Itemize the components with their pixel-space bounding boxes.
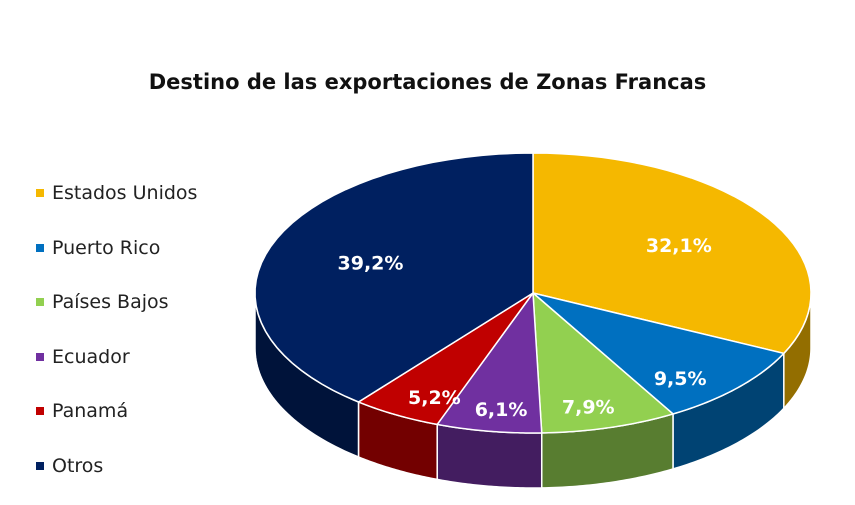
slice-puerto-rico — [532, 292, 786, 415]
data-label: 32,1% — [646, 235, 712, 257]
legend-swatch — [36, 352, 44, 361]
data-label: 6,1% — [475, 399, 528, 421]
legend-item: Panamá — [36, 384, 197, 439]
slice-ecuador — [435, 290, 543, 434]
data-label: 5,2% — [408, 387, 461, 409]
slice-side — [436, 423, 543, 489]
legend-label: Países Bajos — [52, 291, 169, 314]
data-label: 9,5% — [654, 368, 707, 390]
slice-países-bajos — [532, 291, 675, 434]
legend-item: Estados Unidos — [36, 166, 197, 221]
legend-label: Estados Unidos — [52, 182, 198, 205]
legend-item: Países Bajos — [36, 275, 197, 330]
slice-otros — [254, 152, 534, 403]
legend-label: Panamá — [52, 400, 129, 423]
data-label: 39,2% — [338, 253, 404, 275]
legend-swatch — [36, 243, 44, 252]
legend-label: Puerto Rico — [52, 236, 161, 259]
legend-swatch — [36, 298, 44, 307]
legend-label: Ecuador — [52, 345, 130, 368]
legend-swatch — [36, 189, 44, 198]
slice-panamá — [356, 292, 534, 426]
legend-item: Otros — [36, 439, 197, 494]
legend-swatch — [36, 461, 44, 470]
slice-estados-unidos — [532, 152, 812, 355]
legend-label: Otros — [52, 454, 104, 477]
legend-swatch — [36, 407, 44, 416]
legend-item: Puerto Rico — [36, 221, 197, 276]
data-label: 7,9% — [562, 396, 615, 418]
legend-item: Ecuador — [36, 330, 197, 385]
chart-title: Destino de las exportaciones de Zonas Fr… — [148, 70, 707, 94]
legend: Estados Unidos Puerto Rico Países Bajos Ecu… — [36, 166, 197, 493]
